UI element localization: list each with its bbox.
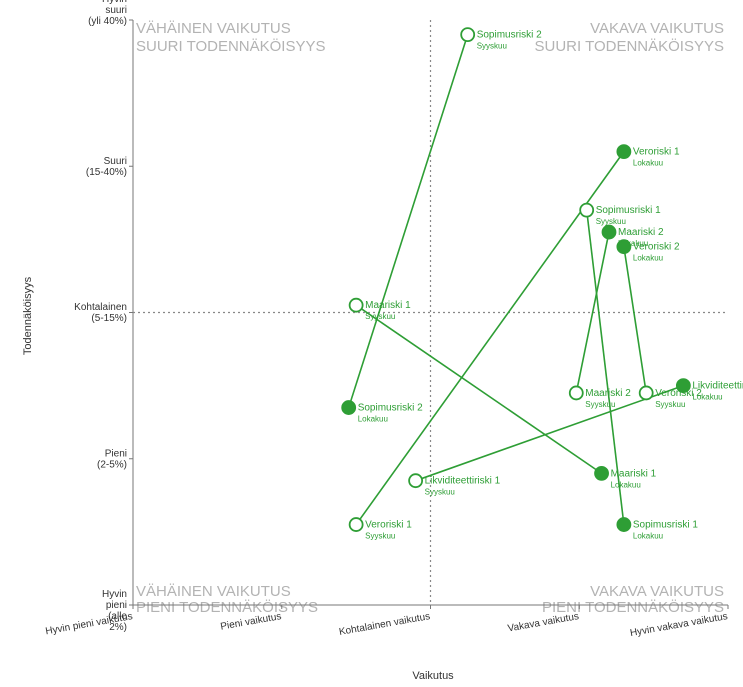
point-maariski-2-syyskuu xyxy=(568,385,584,401)
point-label-maariski-2-lokakuu: Maariski 2 xyxy=(618,227,664,238)
connector-veroriski-2 xyxy=(623,246,647,394)
point-veroriski-1-syyskuu xyxy=(348,517,364,532)
point-sublabel-veroriski-1-lokakuu: Lokakuu xyxy=(633,159,663,168)
point-label-maariski-1-syyskuu: Maariski 1 xyxy=(365,300,411,311)
connector-likviditeettiriski-1 xyxy=(415,384,684,482)
point-sopimusriski-1-lokakuu xyxy=(616,517,632,532)
connector-maariski-2 xyxy=(575,231,610,394)
quadrant-bottom-right-line-1: VAKAVA VAIKUTUS xyxy=(590,583,724,600)
point-label-sopimusriski-2-lokakuu: Sopimusriski 2 xyxy=(358,403,423,414)
point-sublabel-maariski-1-lokakuu: Lokakuu xyxy=(611,480,641,489)
point-sublabel-maariski-1-syyskuu: Syyskuu xyxy=(365,312,395,321)
point-label-sopimusriski-1-syyskuu: Sopimusriski 1 xyxy=(596,205,661,216)
point-label-sopimusriski-1-lokakuu: Sopimusriski 1 xyxy=(633,520,698,531)
point-label-likviditeettiriski-1-syyskuu: Likviditeettiriski 1 xyxy=(425,476,501,487)
point-sublabel-maariski-2-syyskuu: Syyskuu xyxy=(585,400,615,409)
x-tick-label-2: Kohtalainen vaikutus xyxy=(338,611,431,638)
point-sublabel-maariski-2-lokakuu: Lokakuu xyxy=(618,239,648,248)
point-sublabel-sopimusriski-1-lokakuu: Lokakuu xyxy=(633,532,663,541)
point-sublabel-sopimusriski-1-syyskuu: Syyskuu xyxy=(596,217,626,226)
quadrant-bottom-left-line-2: PIENI TODENNÄKÖISYYS xyxy=(136,598,318,616)
y-tick-label-1: Pieni (2-5%) xyxy=(97,448,127,470)
quadrant-top-left-line-1: VÄHÄINEN VAIKUTUS xyxy=(136,20,291,37)
connector-maariski-1 xyxy=(355,304,603,475)
point-maariski-2-lokakuu xyxy=(601,224,617,240)
point-sublabel-veroriski-2-syyskuu: Syyskuu xyxy=(655,400,685,409)
connector-lines xyxy=(347,34,684,526)
y-tick-label-3: Suuri (15-40%) xyxy=(86,156,127,178)
point-label-maariski-1-lokakuu: Maariski 1 xyxy=(611,468,657,479)
x-axis-title: Vaikutus xyxy=(412,670,454,682)
point-sublabel-likviditeettiriski-1-lokakuu: Lokakuu xyxy=(692,393,722,402)
point-sublabel-sopimusriski-2-syyskuu: Syyskuu xyxy=(477,42,507,51)
point-likviditeettiriski-1-syyskuu xyxy=(408,473,424,489)
point-sopimusriski-1-syyskuu xyxy=(579,202,595,218)
connector-sopimusriski-1 xyxy=(585,210,625,525)
point-label-sopimusriski-2-syyskuu: Sopimusriski 2 xyxy=(477,30,542,41)
point-maariski-1-lokakuu xyxy=(594,465,609,481)
point-sublabel-veroriski-1-syyskuu: Syyskuu xyxy=(365,532,395,541)
point-veroriski-2-syyskuu xyxy=(638,385,654,401)
point-label-veroriski-1-syyskuu: Veroriski 1 xyxy=(365,520,412,531)
point-sopimusriski-2-lokakuu xyxy=(341,400,357,415)
x-tick-label-0: Hyvin pieni vaikutus xyxy=(45,611,134,637)
y-tick-label-0: Hyvin pieni (alle 2%) xyxy=(102,589,127,633)
y-tick-label-2: Kohtalainen (5-15%) xyxy=(74,302,127,324)
point-sublabel-sopimusriski-2-lokakuu: Lokakuu xyxy=(358,415,388,424)
quadrant-bottom-left-line-1: VÄHÄINEN VAIKUTUS xyxy=(136,583,291,600)
point-label-veroriski-1-lokakuu: Veroriski 1 xyxy=(633,147,680,158)
point-sublabel-veroriski-2-lokakuu: Lokakuu xyxy=(633,254,663,263)
point-label-veroriski-2-lokakuu: Veroriski 2 xyxy=(633,242,680,253)
quadrant-top-right-line-1: VAKAVA VAIKUTUS xyxy=(590,20,724,37)
y-axis-title: Todennäköisyys xyxy=(22,276,34,355)
quadrant-bottom-right-line-2: PIENI TODENNÄKÖISYYS xyxy=(542,598,724,616)
connector-sopimusriski-2 xyxy=(347,34,469,408)
point-label-likviditeettiriski-1-lokakuu: Likviditeettiriski 1 xyxy=(692,381,743,392)
point-veroriski-2-lokakuu xyxy=(616,239,632,255)
point-veroriski-1-lokakuu xyxy=(616,144,632,160)
point-label-veroriski-2-syyskuu: Veroriski 2 xyxy=(655,388,702,399)
quadrant-top-right-line-2: SUURI TODENNÄKÖISYYS xyxy=(535,37,725,55)
point-sopimusriski-2-syyskuu xyxy=(460,27,476,43)
point-likviditeettiriski-1-lokakuu xyxy=(675,378,691,394)
point-sublabel-likviditeettiriski-1-syyskuu: Syyskuu xyxy=(425,488,455,497)
connector-veroriski-1 xyxy=(355,151,625,526)
point-maariski-1-syyskuu xyxy=(348,297,364,313)
y-tick-label-4: Hyvinsuuri(yli 40%) xyxy=(88,0,127,27)
point-label-maariski-2-syyskuu: Maariski 2 xyxy=(585,388,631,399)
quadrant-top-left-line-2: SUURI TODENNÄKÖISYYS xyxy=(136,37,326,55)
